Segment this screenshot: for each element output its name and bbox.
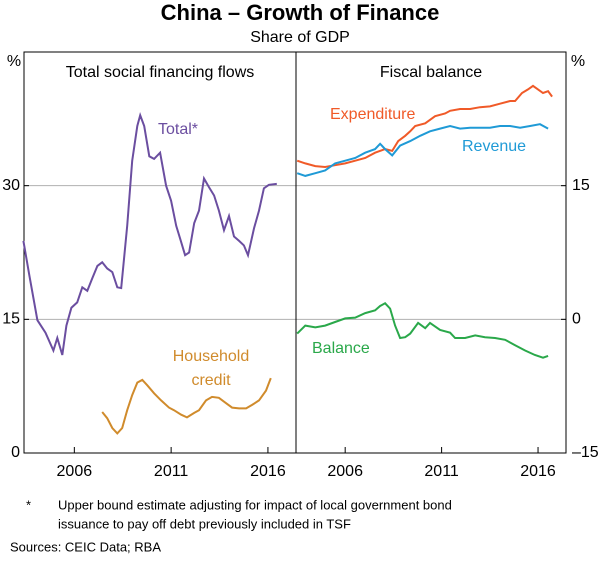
footnote-marker: *	[26, 497, 31, 512]
x-tick-label: 2011	[154, 463, 189, 480]
x-tick-label: 2006	[57, 463, 93, 480]
y-tick-label: 30	[2, 177, 20, 194]
y-tick-label: 0	[572, 311, 581, 328]
x-tick-label: 2011	[424, 463, 459, 480]
panel-frame	[295, 51, 567, 454]
y-tick-label: 15	[2, 311, 20, 328]
y-tick-label: 15	[572, 177, 590, 194]
chart-title: China – Growth of Finance	[161, 0, 440, 25]
series-line	[22, 112, 277, 356]
x-tick-label: 2006	[327, 463, 363, 480]
x-tick-label: 2016	[520, 463, 556, 480]
x-tick-label: 2016	[250, 463, 286, 480]
panel-frame	[23, 51, 297, 454]
y-tick-label: 0	[11, 444, 20, 461]
sources: Sources: CEIC Data; RBA	[10, 539, 161, 554]
panel-title: Fiscal balance	[380, 64, 482, 81]
series-label: Household credit	[173, 348, 250, 389]
footnote-line: issuance to pay off debt previously incl…	[58, 516, 351, 531]
series-line	[101, 377, 272, 435]
series-label: Expenditure	[330, 106, 415, 123]
panel-title: Total social financing flows	[66, 64, 255, 81]
series-line	[296, 84, 553, 169]
chart-subtitle: Share of GDP	[250, 29, 350, 46]
footnote-line: Upper bound estimate adjusting for impac…	[58, 497, 452, 512]
y-axis-unit: %	[571, 53, 585, 70]
y-axis-unit: %	[7, 53, 21, 70]
y-tick-label: –15	[572, 444, 599, 461]
series-label: Balance	[312, 340, 370, 357]
series-label: Total*	[158, 121, 198, 138]
series-line	[296, 123, 549, 177]
series-line	[296, 302, 549, 359]
series-label: Revenue	[462, 138, 526, 155]
